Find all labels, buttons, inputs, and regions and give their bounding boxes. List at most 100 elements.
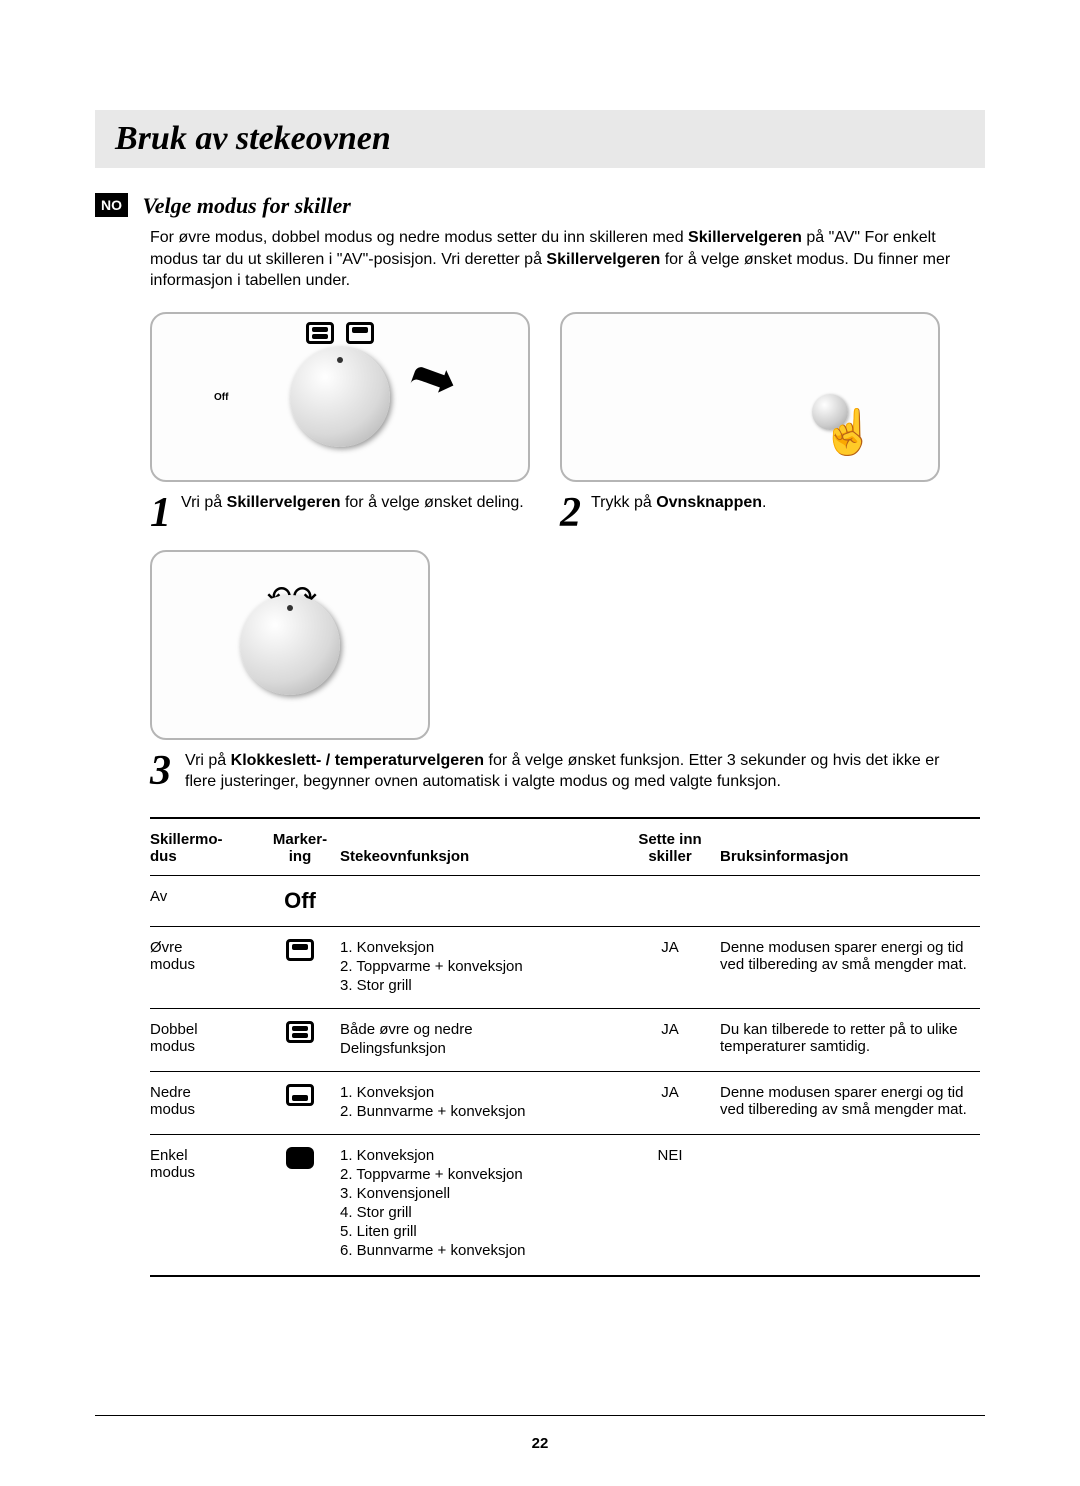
table-rule-bottom <box>150 1275 980 1277</box>
step-2-bold: Ovnsknappen <box>656 494 762 511</box>
th-insert: Sette innskiller <box>620 831 720 865</box>
td-info-double: Du kan tilberede to retter på to ulike t… <box>720 1021 980 1055</box>
step-1-a: Vri på <box>181 494 227 511</box>
table-rule-top <box>150 817 980 819</box>
oven-button-panel: ☝ <box>560 312 940 482</box>
th-mode: Skillermo-dus <box>150 831 260 865</box>
th-marking-b: ing <box>289 848 312 865</box>
dial-indicator-dot-2 <box>287 605 293 611</box>
table-row-double: Dobbelmodus Både øvre og nedre Delingsfu… <box>150 1011 980 1069</box>
td-func-double: Både øvre og nedre Delingsfunksjon <box>340 1021 620 1059</box>
single-f3: 3. Konvensjonell <box>340 1185 620 1202</box>
th-function: Stekeovnfunksjon <box>340 848 620 865</box>
intro-bold2: Skillervelgeren <box>546 251 660 268</box>
step-2-b: . <box>762 494 766 511</box>
single-f4: 4. Stor grill <box>340 1204 620 1221</box>
td-mode-single: Enkelmodus <box>150 1147 260 1181</box>
single-f6: 6. Bunnvarme + konveksjon <box>340 1242 620 1259</box>
language-badge: NO <box>95 193 128 217</box>
table-rule-2 <box>150 926 980 927</box>
single-f5: 5. Liten grill <box>340 1223 620 1240</box>
intro-bold1: Skillervelgeren <box>688 229 802 246</box>
dial-mode-icons <box>152 322 528 344</box>
td-mode-double-a: Dobbel <box>150 1021 198 1038</box>
table-row-off: Av Off <box>150 878 980 924</box>
step-1-b: for å velge ønsket deling. <box>341 494 524 511</box>
td-func-single: 1. Konveksjon 2. Toppvarme + konveksjon … <box>340 1147 620 1261</box>
step-3-text: Vri på Klokkeslett- / temperaturvelgeren… <box>185 750 945 793</box>
td-mark-lower <box>260 1084 340 1110</box>
td-func-upper: 1. Konveksjon 2. Toppvarme + konveksjon … <box>340 939 620 996</box>
page-number: 22 <box>0 1435 1080 1452</box>
step-3-bold: Klokkeslett- / temperaturvelgeren <box>231 752 484 769</box>
table-header-row: Skillermo-dus Marker-ing Stekeovnfunksjo… <box>150 823 980 873</box>
td-info-lower: Denne modusen sparer energi og tid ved t… <box>720 1084 980 1118</box>
single-mode-icon <box>286 1147 314 1169</box>
table-rule-3 <box>150 1008 980 1009</box>
step-1: 1 Vri på Skillervelgeren for å velge øns… <box>150 492 530 534</box>
turn-arrow-icon: ➦ <box>401 338 468 416</box>
lower-mode-icon <box>286 1084 314 1106</box>
dial-off-label: Off <box>214 392 228 403</box>
divider-selector-dial <box>290 347 390 447</box>
table-rule-1 <box>150 875 980 876</box>
td-mark-upper <box>260 939 340 965</box>
double-f2: Delingsfunksjon <box>340 1040 620 1057</box>
lower-f2: 2. Bunnvarme + konveksjon <box>340 1103 620 1120</box>
th-mode-a: Skillermo- <box>150 831 223 848</box>
panel-3-wrap: ↶ ↷ <box>150 550 985 740</box>
table-row-upper: Øvremodus 1. Konveksjon 2. Toppvarme + k… <box>150 929 980 1006</box>
td-mark-double <box>260 1021 340 1047</box>
table-rule-5 <box>150 1134 980 1135</box>
td-mark-single <box>260 1147 340 1173</box>
table-rule-4 <box>150 1071 980 1072</box>
double-mode-icon <box>286 1021 314 1043</box>
single-f1: 1. Konveksjon <box>340 1147 620 1164</box>
td-mode-single-b: modus <box>150 1164 195 1181</box>
double-f1: Både øvre og nedre <box>340 1021 620 1038</box>
table-row-single: Enkelmodus 1. Konveksjon 2. Toppvarme + … <box>150 1137 980 1271</box>
step-1-number: 1 <box>150 492 171 534</box>
step-2: 2 Trykk på Ovnsknappen. <box>560 492 940 534</box>
lower-f1: 1. Konveksjon <box>340 1084 620 1101</box>
td-mode-upper-a: Øvre <box>150 939 183 956</box>
td-insert-lower: JA <box>620 1084 720 1101</box>
upper-f1: 1. Konveksjon <box>340 939 620 956</box>
mode-icon-top <box>346 322 374 344</box>
steps-row-1-2: 1 Vri på Skillervelgeren for å velge øns… <box>150 492 985 534</box>
step-2-number: 2 <box>560 492 581 534</box>
step-1-bold: Skillervelgeren <box>227 494 341 511</box>
step-3-number: 3 <box>150 750 171 792</box>
footer-rule <box>95 1415 985 1416</box>
td-mode-double: Dobbelmodus <box>150 1021 260 1055</box>
td-mode-double-b: modus <box>150 1038 195 1055</box>
step-1-text: Vri på Skillervelgeren for å velge ønske… <box>181 492 524 514</box>
th-insert-a: Sette inn <box>638 831 701 848</box>
td-insert-double: JA <box>620 1021 720 1038</box>
section-heading-row: NO Velge modus for skiller <box>95 193 985 219</box>
title-bar: Bruk av stekeovnen <box>95 110 985 168</box>
intro-a: For øvre modus, dobbel modus og nedre mo… <box>150 229 688 246</box>
intro-text: For øvre modus, dobbel modus og nedre mo… <box>150 227 985 292</box>
panels-row-1: Off ➦ ☝ <box>150 312 985 482</box>
time-temp-dial <box>240 595 340 695</box>
step-3-a: Vri på <box>185 752 231 769</box>
th-insert-b: skiller <box>648 848 691 865</box>
td-mode-lower-b: modus <box>150 1101 195 1118</box>
step-3: 3 Vri på Klokkeslett- / temperaturvelger… <box>150 750 985 793</box>
th-marking: Marker-ing <box>260 831 340 865</box>
upper-f2: 2. Toppvarme + konveksjon <box>340 958 620 975</box>
td-func-lower: 1. Konveksjon 2. Bunnvarme + konveksjon <box>340 1084 620 1122</box>
single-f2: 2. Toppvarme + konveksjon <box>340 1166 620 1183</box>
step-2-a: Trykk på <box>591 494 656 511</box>
upper-mode-icon <box>286 939 314 961</box>
divider-selector-panel: Off ➦ <box>150 312 530 482</box>
th-info: Bruksinformasjon <box>720 848 980 865</box>
press-hand-icon: ☝ <box>821 406 876 458</box>
page-title: Bruk av stekeovnen <box>115 120 965 158</box>
td-mode-lower: Nedremodus <box>150 1084 260 1118</box>
time-temp-selector-panel: ↶ ↷ <box>150 550 430 740</box>
th-mode-b: dus <box>150 848 177 865</box>
td-mode-upper-b: modus <box>150 956 195 973</box>
mode-icon-double <box>306 322 334 344</box>
